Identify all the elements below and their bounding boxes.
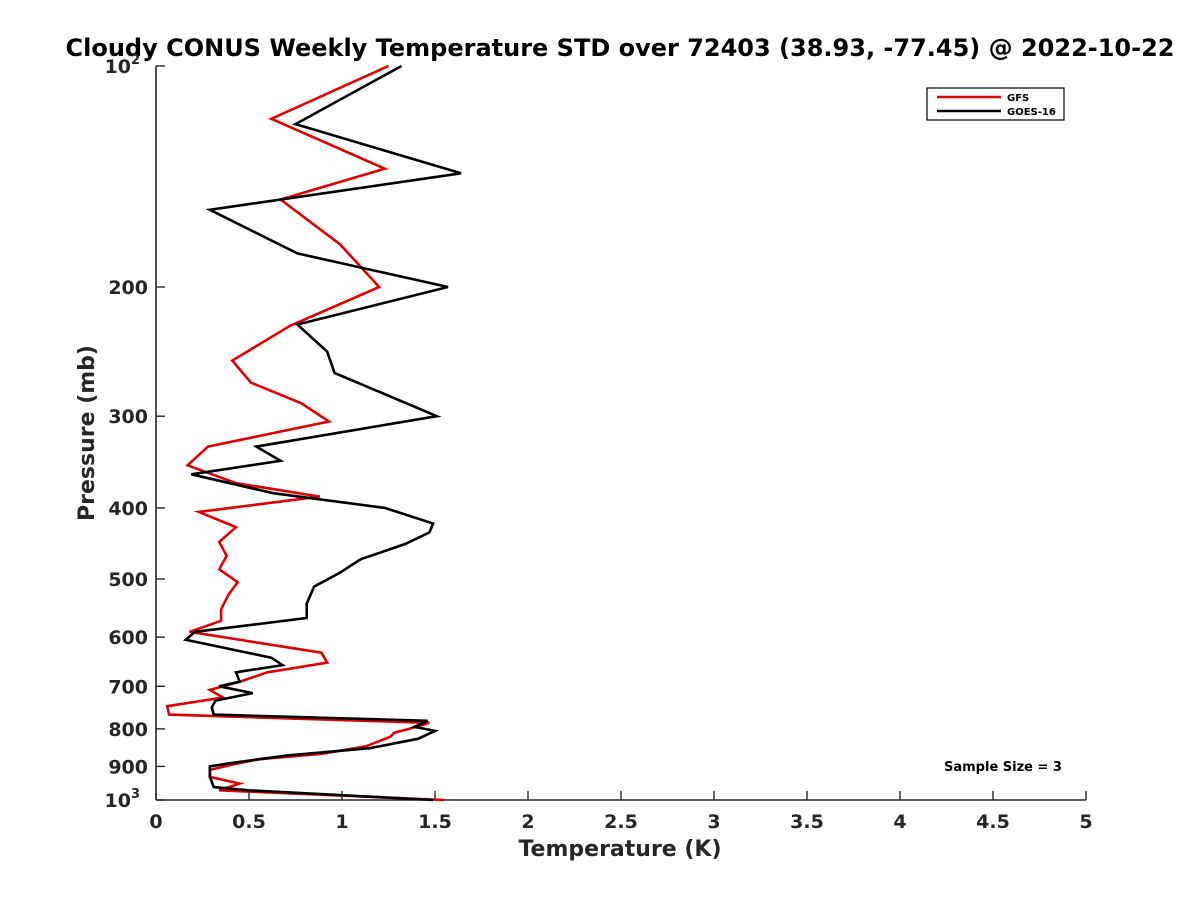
legend-box (926, 87, 1065, 121)
sample-size-annotation: Sample Size = 3 (944, 760, 1062, 775)
y-tick-label: 500 (108, 569, 148, 591)
x-tick-label: 0 (149, 811, 162, 833)
plot-area (155, 66, 1086, 801)
x-tick-label: 5 (1079, 811, 1092, 833)
x-tick-label: 2 (521, 811, 534, 833)
legend-label: GFS (1007, 93, 1029, 104)
y-tick-label: 600 (108, 627, 148, 649)
x-tick-label: 0.5 (232, 811, 266, 833)
x-axis-label: Temperature (K) (518, 837, 721, 862)
chart-title: Cloudy CONUS Weekly Temperature STD over… (66, 34, 1175, 62)
x-tick-label: 4 (893, 811, 906, 833)
x-tick-label: 3.5 (790, 811, 824, 833)
y-axis-label: Pressure (mb) (75, 345, 100, 521)
y-tick-label: 900 (108, 756, 148, 778)
y-tick-label: 800 (108, 719, 148, 741)
x-tick-label: 4.5 (976, 811, 1010, 833)
series-lines (165, 64, 462, 802)
legend: GFS GOES-16 (926, 87, 1065, 121)
y-tick-label: 102 (105, 53, 141, 78)
x-tick-label: 3 (707, 811, 720, 833)
y-tick-label: 300 (108, 406, 148, 428)
legend-label: GOES-16 (1007, 107, 1056, 118)
y-tick-label: 103 (105, 787, 141, 812)
y-tick-label: 400 (108, 498, 148, 520)
x-axis-ticks: 0 0.5 1 1.5 2 2.5 3 3.5 4 4.5 5 (149, 791, 1093, 833)
x-tick-label: 1 (335, 811, 348, 833)
x-tick-label: 2.5 (604, 811, 638, 833)
y-tick-label: 700 (108, 676, 148, 698)
series-line-goes-16 (182, 64, 462, 802)
series-line-gfs (165, 64, 445, 802)
y-tick-label: 200 (108, 277, 148, 299)
x-tick-label: 1.5 (418, 811, 452, 833)
y-axis-ticks: 102 200 300 400 500 600 700 800 900 103 (105, 53, 165, 812)
